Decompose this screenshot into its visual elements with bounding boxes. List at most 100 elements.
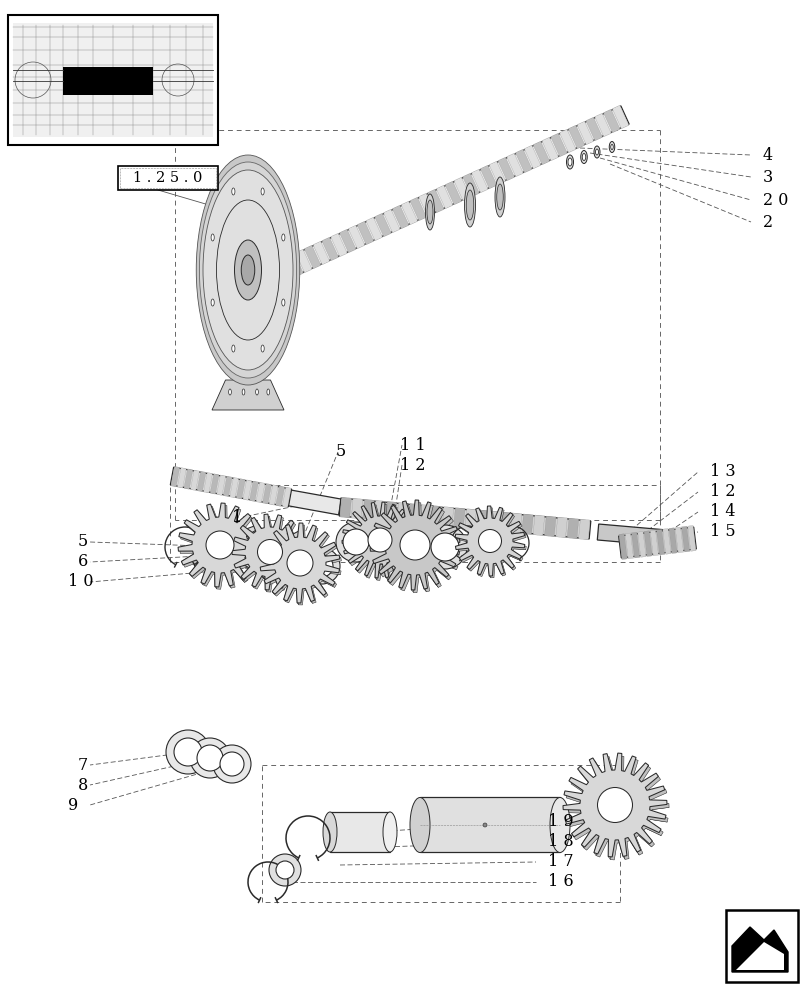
Polygon shape [401, 201, 417, 225]
Polygon shape [562, 753, 666, 857]
Text: 3: 3 [762, 169, 772, 186]
Polygon shape [241, 567, 251, 579]
Circle shape [597, 788, 632, 822]
Bar [329, 812, 389, 852]
Polygon shape [262, 484, 271, 504]
Polygon shape [296, 589, 298, 605]
Polygon shape [246, 555, 262, 560]
Polygon shape [399, 554, 414, 563]
Polygon shape [170, 466, 179, 487]
Polygon shape [290, 567, 303, 575]
Polygon shape [524, 145, 540, 169]
Ellipse shape [241, 255, 255, 285]
Polygon shape [607, 839, 610, 860]
Polygon shape [455, 506, 524, 576]
Polygon shape [637, 531, 646, 557]
Polygon shape [496, 563, 502, 576]
Polygon shape [410, 575, 413, 593]
Ellipse shape [196, 155, 299, 385]
Polygon shape [444, 181, 461, 205]
Polygon shape [603, 109, 620, 133]
Polygon shape [453, 177, 470, 201]
Polygon shape [402, 548, 418, 553]
Circle shape [257, 540, 282, 564]
Ellipse shape [410, 797, 430, 852]
Polygon shape [364, 561, 371, 577]
Circle shape [165, 730, 210, 774]
Circle shape [208, 533, 235, 561]
Polygon shape [418, 575, 426, 592]
Polygon shape [436, 185, 453, 209]
Polygon shape [431, 506, 442, 526]
Polygon shape [650, 530, 658, 556]
Polygon shape [404, 540, 419, 544]
Polygon shape [533, 515, 544, 536]
Polygon shape [339, 498, 590, 539]
Ellipse shape [610, 145, 612, 150]
Circle shape [336, 522, 375, 562]
Polygon shape [339, 229, 356, 253]
Polygon shape [324, 571, 340, 575]
Ellipse shape [594, 146, 599, 158]
Circle shape [370, 530, 393, 554]
Polygon shape [564, 756, 668, 860]
Polygon shape [294, 559, 308, 562]
Polygon shape [382, 564, 388, 580]
Circle shape [423, 525, 466, 569]
Polygon shape [260, 523, 339, 603]
Polygon shape [544, 516, 556, 537]
Polygon shape [348, 225, 364, 249]
Text: 1 5: 1 5 [709, 524, 735, 540]
Circle shape [220, 752, 243, 776]
Polygon shape [282, 487, 291, 508]
Polygon shape [242, 480, 251, 500]
Polygon shape [170, 467, 291, 507]
Polygon shape [234, 558, 247, 567]
Ellipse shape [568, 158, 571, 166]
Text: 1 6: 1 6 [547, 874, 573, 890]
Polygon shape [471, 169, 487, 193]
Polygon shape [577, 121, 593, 145]
Polygon shape [611, 105, 628, 129]
Ellipse shape [231, 188, 234, 195]
Polygon shape [355, 557, 365, 571]
Ellipse shape [566, 155, 573, 169]
Text: 1 . 2 5 . 0: 1 . 2 5 . 0 [133, 171, 203, 185]
Polygon shape [283, 586, 289, 601]
Text: 1 2: 1 2 [709, 484, 735, 500]
Text: 6: 6 [78, 554, 88, 570]
Polygon shape [480, 165, 496, 189]
Polygon shape [550, 133, 567, 157]
Text: 1 3: 1 3 [709, 464, 735, 481]
Polygon shape [497, 157, 514, 181]
Polygon shape [397, 502, 408, 523]
Polygon shape [264, 573, 277, 582]
Polygon shape [662, 528, 670, 554]
Text: 1 7: 1 7 [547, 853, 573, 870]
Circle shape [276, 861, 294, 879]
Polygon shape [264, 576, 267, 592]
Circle shape [288, 552, 314, 578]
Text: 1 4: 1 4 [709, 504, 735, 520]
Polygon shape [388, 562, 397, 577]
Polygon shape [675, 527, 683, 553]
Polygon shape [564, 813, 582, 823]
Polygon shape [274, 577, 281, 591]
Polygon shape [241, 563, 255, 573]
Polygon shape [567, 518, 578, 539]
Polygon shape [427, 189, 444, 213]
Polygon shape [731, 927, 787, 972]
Polygon shape [477, 562, 481, 575]
Ellipse shape [594, 149, 598, 155]
Polygon shape [340, 497, 351, 518]
Ellipse shape [229, 389, 231, 395]
Ellipse shape [495, 177, 504, 217]
Polygon shape [261, 525, 341, 605]
Ellipse shape [323, 812, 337, 852]
Polygon shape [268, 261, 285, 285]
Polygon shape [506, 153, 522, 177]
Polygon shape [247, 543, 264, 548]
Circle shape [479, 531, 502, 554]
Polygon shape [462, 173, 478, 197]
Polygon shape [268, 106, 629, 284]
